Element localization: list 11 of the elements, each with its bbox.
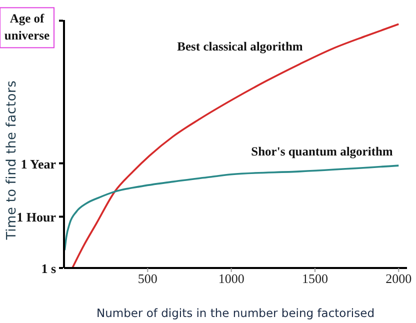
series-label: Best classical algorithm	[177, 40, 303, 54]
text: Age of universe	[4, 12, 50, 43]
x-tick-label: 1000	[218, 271, 244, 286]
x-tick-label: 500	[138, 271, 158, 286]
text: 1 s	[41, 261, 56, 276]
x-axis-title: Number of digits in the number being factorised	[96, 306, 375, 320]
text: 1 Hour	[16, 210, 56, 225]
x-tick-label: 2000	[386, 271, 412, 286]
text: 1 Year	[20, 156, 56, 172]
x-tick-label: 1500	[302, 271, 328, 286]
series-label: Shor's quantum algorithm	[251, 144, 393, 160]
